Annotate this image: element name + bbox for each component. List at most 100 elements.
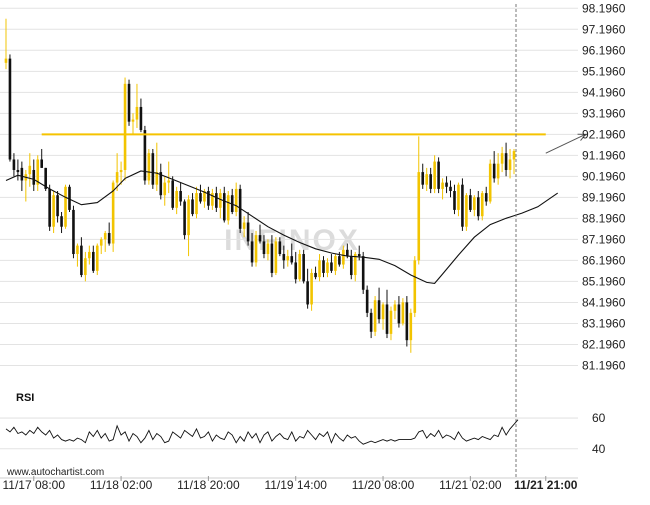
candle-body — [226, 195, 230, 221]
candle-body — [95, 245, 99, 271]
candle-body — [278, 241, 282, 255]
candle-body — [123, 83, 127, 170]
price-tick-label: 85.1960 — [582, 274, 626, 288]
candle-body — [171, 180, 174, 208]
time-tick-label: 11/21 21:00 — [514, 478, 578, 492]
candle-body — [381, 304, 385, 320]
candle-body — [508, 159, 512, 170]
candle-body — [222, 193, 226, 221]
price-tick-label: 82.1960 — [582, 337, 626, 351]
rsi-tick-label: 40 — [592, 442, 606, 456]
candle-body — [88, 251, 91, 259]
candle-body — [488, 163, 492, 202]
candle-body — [449, 186, 452, 191]
price-tick-label: 92.1960 — [582, 127, 626, 141]
candle-body — [187, 199, 190, 236]
price-tick-label: 81.1960 — [582, 358, 626, 372]
candle-body — [139, 106, 143, 131]
candle-body — [40, 159, 44, 168]
candle-body — [286, 256, 290, 261]
projection-arrowhead — [577, 133, 587, 141]
candle-body — [242, 222, 246, 229]
candle-body — [4, 58, 8, 63]
candle-body — [20, 167, 24, 181]
candle-body — [270, 243, 274, 273]
candle-body — [56, 195, 59, 217]
candle-body — [84, 258, 87, 276]
candle-body — [92, 251, 95, 271]
candle-body — [151, 153, 155, 185]
price-tick-label: 95.1960 — [582, 64, 626, 78]
candle-body — [492, 163, 496, 179]
candle-body — [274, 241, 278, 273]
projection-arrow — [545, 133, 586, 154]
candle-body — [52, 195, 55, 227]
candle-body — [322, 260, 325, 273]
candle-body — [183, 201, 186, 236]
candle-body — [234, 188, 238, 213]
candle-body — [28, 165, 32, 175]
candle-body — [413, 260, 417, 313]
overlays — [5, 4, 587, 478]
candle-body — [215, 193, 218, 208]
candle-body — [417, 172, 421, 261]
candle-body — [389, 310, 393, 334]
candle-body — [302, 254, 305, 282]
candle-body — [44, 167, 47, 189]
candle-body — [453, 191, 456, 210]
price-tick-label: 93.1960 — [582, 106, 626, 120]
candle-body — [405, 302, 409, 341]
candle-body — [219, 193, 222, 208]
candle-body — [16, 169, 20, 173]
candle-body — [290, 256, 294, 263]
candle-body — [397, 304, 401, 324]
rsi-panel: 60 40 — [0, 411, 606, 456]
candle-body — [476, 197, 480, 217]
candle-body — [461, 184, 464, 227]
candle-body — [365, 289, 369, 313]
candle-body — [330, 262, 333, 271]
moving-average-line — [5, 170, 559, 284]
footer-website: www.autochartist.com — [6, 467, 104, 478]
candle-body — [346, 249, 349, 257]
price-tick-label: 86.1960 — [582, 253, 626, 267]
candle-body — [441, 182, 444, 189]
candle-body — [282, 254, 286, 261]
candle-body — [159, 172, 163, 196]
candle-body — [107, 233, 111, 244]
candle-body — [349, 256, 353, 276]
candle-body — [254, 235, 258, 263]
price-tick-label: 94.1960 — [582, 85, 626, 99]
price-tick-label: 96.1960 — [582, 43, 626, 57]
candle-body — [155, 172, 159, 185]
candle-body — [163, 182, 167, 196]
candle-body — [76, 245, 79, 255]
time-tick-label: 11/20 08:00 — [352, 478, 415, 492]
price-tick-label: 83.1960 — [582, 316, 626, 330]
candle-body — [135, 106, 139, 120]
candle-body — [310, 272, 313, 305]
candle-body — [393, 304, 397, 311]
candle-body — [429, 174, 432, 189]
candles — [4, 18, 516, 353]
candle-body — [457, 184, 460, 210]
candle-body — [99, 239, 103, 246]
time-tick-label: 11/19 14:00 — [264, 478, 327, 492]
price-tick-label: 90.1960 — [582, 169, 626, 183]
time-tick-label: 11/21 02:00 — [439, 478, 502, 492]
candle-body — [294, 262, 298, 280]
candle-body — [298, 254, 301, 280]
candle-body — [512, 151, 516, 160]
candle-body — [342, 249, 345, 265]
candle-body — [421, 172, 425, 185]
candle-body — [401, 302, 405, 324]
candle-body — [369, 312, 373, 332]
candle-body — [496, 163, 500, 179]
candle-body — [179, 191, 182, 202]
candle-body — [127, 83, 131, 122]
candle-body — [266, 243, 270, 255]
price-tick-label: 91.1960 — [582, 148, 626, 162]
price-axis: 98.1960 97.1960 96.1960 95.1960 94.1960 93.19… — [582, 1, 626, 372]
candle-body — [191, 199, 194, 215]
candle-body — [211, 193, 214, 206]
